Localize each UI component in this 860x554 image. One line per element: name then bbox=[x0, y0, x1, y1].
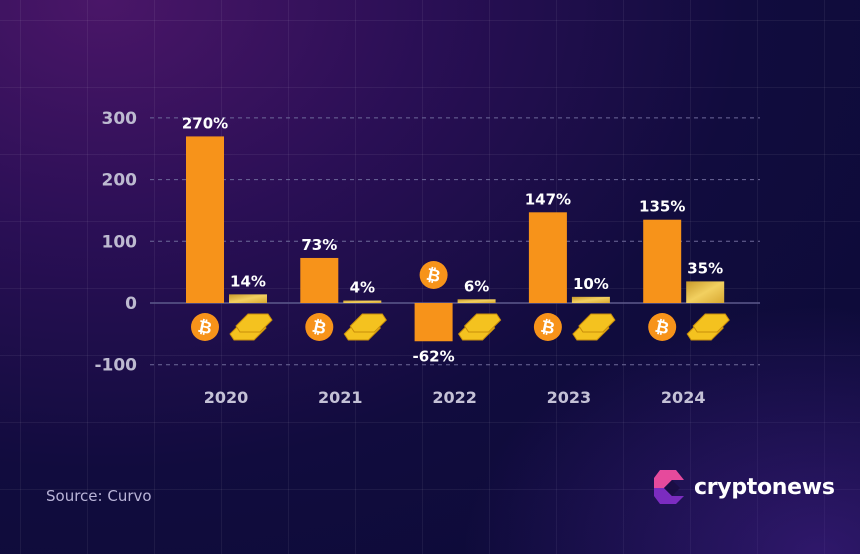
bitcoin-symbol: ₿ bbox=[653, 317, 671, 339]
gold-bar-2020 bbox=[229, 294, 267, 303]
bitcoin-bar-2020 bbox=[186, 136, 224, 303]
y-tick-label: 200 bbox=[102, 171, 138, 191]
bitcoin-bar-2023 bbox=[528, 212, 567, 303]
cryptonews-logo-icon bbox=[654, 470, 684, 504]
bitcoin-symbol: ₿ bbox=[539, 317, 557, 339]
bitcoin-icon bbox=[648, 313, 677, 341]
gold-bar-2023 bbox=[571, 296, 610, 303]
bitcoin-icon bbox=[419, 261, 448, 289]
gold-bar-2024 bbox=[686, 281, 725, 303]
y-tick-label: 100 bbox=[102, 232, 138, 252]
gold-value-label: 14% bbox=[230, 272, 266, 290]
y-tick-label: 300 bbox=[102, 109, 138, 129]
bitcoin-value-label: -62% bbox=[413, 347, 455, 365]
bitcoin-icon bbox=[305, 313, 334, 341]
gold-value-label: 4% bbox=[350, 279, 375, 297]
background-glow bbox=[460, 304, 860, 554]
x-tick-label: 2023 bbox=[547, 388, 592, 407]
bitcoin-bar-2021 bbox=[300, 257, 339, 303]
gold-bar-2022 bbox=[457, 299, 496, 303]
bitcoin-bar-2024 bbox=[643, 219, 682, 303]
gold-value-label: 35% bbox=[687, 259, 723, 277]
gold-value-label: 10% bbox=[573, 275, 609, 293]
x-tick-label: 2024 bbox=[661, 388, 706, 407]
bitcoin-bar-2022 bbox=[414, 303, 453, 342]
cryptonews-logo: cryptonews bbox=[650, 468, 835, 506]
bitcoin-symbol: ₿ bbox=[425, 265, 443, 287]
gold-bars-icon bbox=[463, 313, 502, 333]
bitcoin-icon bbox=[533, 313, 562, 341]
gold-bars-icon bbox=[235, 313, 273, 333]
x-tick-label: 2022 bbox=[432, 388, 477, 407]
bitcoin-value-label: 147% bbox=[525, 190, 571, 208]
bitcoin-icon bbox=[191, 313, 219, 341]
gold-bars-icon bbox=[578, 313, 616, 333]
bitcoin-symbol: ₿ bbox=[196, 317, 214, 339]
bitcoin-symbol: ₿ bbox=[310, 317, 328, 339]
gold-bars-icon bbox=[349, 313, 387, 333]
bitcoin-value-label: 73% bbox=[301, 236, 337, 254]
gold-bar-2021 bbox=[343, 300, 382, 303]
source-note: Source: Curvo bbox=[46, 487, 152, 505]
x-tick-label: 2021 bbox=[318, 388, 363, 407]
bitcoin-value-label: 270% bbox=[182, 114, 228, 132]
y-tick-label: 0 bbox=[125, 294, 137, 314]
y-tick-label: -100 bbox=[94, 356, 137, 376]
gold-value-label: 6% bbox=[464, 277, 489, 295]
brand-name: cryptonews bbox=[694, 474, 835, 500]
bitcoin-value-label: 135% bbox=[639, 198, 685, 216]
x-tick-label: 2020 bbox=[204, 388, 249, 407]
gold-bars-icon bbox=[692, 313, 730, 333]
